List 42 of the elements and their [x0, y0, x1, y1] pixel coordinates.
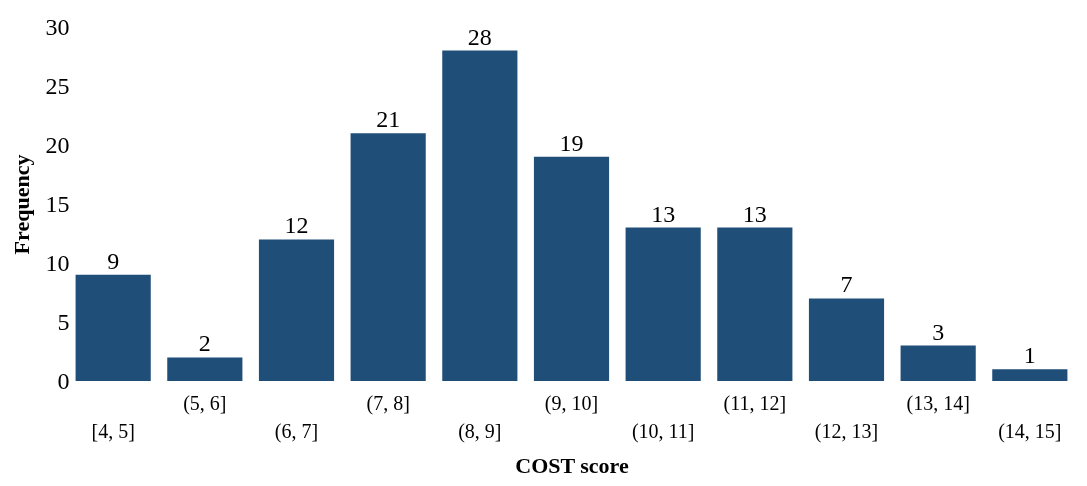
bar — [533, 156, 610, 381]
data-label: 13 — [742, 200, 767, 227]
bar — [900, 345, 976, 381]
x-tick-label: (6, 7] — [274, 419, 319, 443]
bar — [75, 274, 151, 381]
data-label: 12 — [284, 212, 309, 239]
bar — [442, 50, 518, 381]
bar — [258, 239, 335, 381]
data-label: 28 — [467, 23, 492, 50]
x-tick-label: [4, 5] — [91, 419, 135, 442]
y-tick-label: 30 — [45, 13, 70, 40]
bar — [717, 227, 793, 381]
x-tick-label: (7, 8] — [366, 391, 410, 415]
x-tick-label: (13, 14] — [906, 391, 970, 415]
y-tick-label: 15 — [45, 190, 70, 217]
x-tick-label: (9, 10] — [544, 391, 599, 415]
data-label: 1 — [1023, 342, 1036, 369]
x-tick-label: (14, 15] — [998, 419, 1062, 443]
x-tick-label: (5, 6] — [183, 391, 227, 415]
data-label: 3 — [932, 318, 945, 345]
y-tick-label: 0 — [57, 367, 70, 394]
bar — [808, 298, 885, 381]
x-tick-label: (10, 11] — [631, 419, 695, 443]
data-label: 9 — [107, 247, 120, 274]
x-tick-label: (8, 9] — [458, 419, 502, 443]
bar — [992, 369, 1068, 381]
data-label: 13 — [651, 200, 676, 227]
x-axis-title: COST score — [515, 452, 629, 478]
data-label: 19 — [559, 129, 584, 156]
bar — [167, 357, 243, 381]
y-tick-label: 5 — [57, 308, 70, 335]
data-label: 7 — [840, 271, 853, 298]
bar — [350, 133, 426, 381]
y-tick-label: 10 — [45, 249, 70, 276]
y-tick-label: 25 — [45, 72, 70, 99]
x-tick-label: (12, 13] — [814, 419, 879, 443]
data-label: 21 — [376, 106, 401, 133]
y-axis-title: Frequency — [8, 154, 34, 255]
data-label: 2 — [198, 330, 211, 357]
bar — [625, 227, 701, 381]
x-tick-label: (11, 12] — [723, 391, 787, 415]
y-tick-label: 20 — [45, 131, 70, 158]
